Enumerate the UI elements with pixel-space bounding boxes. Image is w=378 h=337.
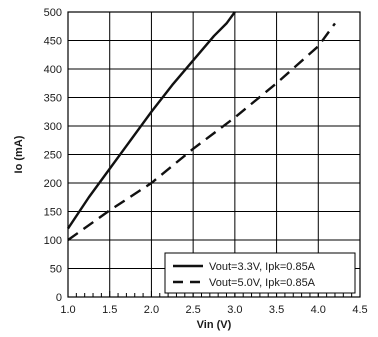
legend: Vout=3.3V, Ipk=0.85A Vout=5.0V, Ipk=0.85…: [164, 252, 356, 294]
series-line-1: [67, 11, 236, 230]
x-tick-label: 3.0: [227, 304, 242, 316]
y-tick-label: 450: [44, 36, 62, 48]
y-tick-label: 300: [44, 121, 62, 133]
x-tick-label: 2.5: [185, 304, 200, 316]
x-tick-label: 2.0: [144, 304, 159, 316]
y-tick-label: 50: [50, 264, 62, 276]
grid: [68, 12, 360, 297]
y-tick-label: 150: [44, 207, 62, 219]
y-tick-label: 400: [44, 64, 62, 76]
y-tick-label: 200: [44, 178, 62, 190]
series-layer: [67, 11, 336, 241]
x-tick-label: 4.0: [311, 304, 326, 316]
y-tick-label: 500: [44, 7, 62, 19]
y-tick-label: 0: [56, 292, 62, 304]
x-tick-label: 4.5: [352, 304, 367, 316]
series-line-2: [67, 22, 336, 241]
x-tick-label: 1.5: [102, 304, 117, 316]
legend-label-series-2: Vout=5.0V, Ipk=0.85A: [209, 277, 316, 289]
x-axis-title: Vin (V): [197, 319, 232, 331]
y-tick-label: 250: [44, 150, 62, 162]
tick-labels: 1.0 1.5 2.0 2.5 3.0 3.5 4.0 4.5 0 50 100 150 200 250 3…: [44, 7, 368, 316]
legend-box: [164, 252, 356, 294]
x-tick-label: 1.0: [60, 304, 75, 316]
x-tick-label: 3.5: [269, 304, 284, 316]
legend-label-series-1: Vout=3.3V, Ipk=0.85A: [209, 261, 316, 273]
y-tick-label: 350: [44, 93, 62, 105]
y-tick-label: 100: [44, 235, 62, 247]
ticks: [67, 11, 361, 298]
y-axis-title: Io (mA): [13, 135, 25, 173]
